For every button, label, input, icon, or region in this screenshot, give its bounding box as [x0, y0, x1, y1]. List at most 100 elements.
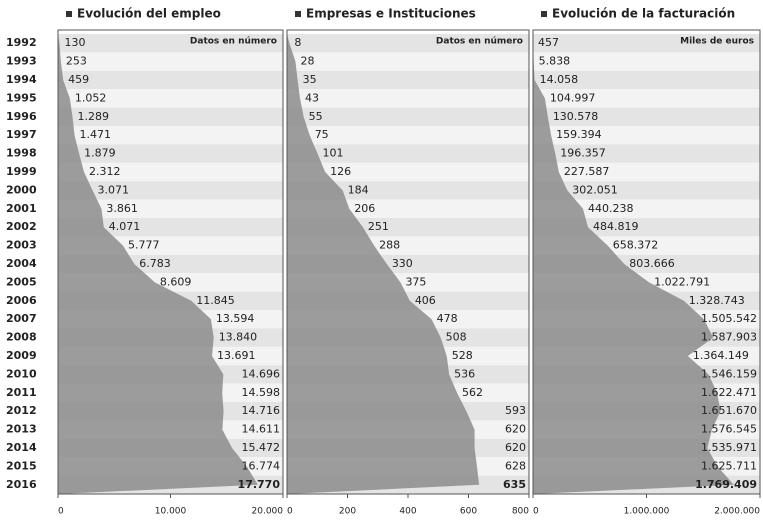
- x-tick-label: 10.000: [155, 507, 187, 517]
- value-label: 593: [505, 404, 526, 417]
- value-label: 5.838: [539, 55, 571, 68]
- value-label: 5.777: [128, 239, 159, 252]
- value-label: 251: [368, 220, 389, 233]
- row-stripe: [287, 107, 529, 126]
- value-label: 14.716: [242, 404, 281, 417]
- row-stripe: [287, 70, 529, 90]
- value-label: 104.997: [550, 91, 596, 104]
- row-stripe: [58, 70, 283, 90]
- value-label: 75: [315, 128, 329, 141]
- row-stripe: [533, 181, 760, 200]
- value-label: 8: [294, 36, 301, 49]
- value-label: 55: [309, 110, 323, 123]
- value-label: 4.071: [109, 220, 141, 233]
- year-label: 2005: [6, 275, 37, 288]
- x-tick-label: 0: [58, 507, 64, 517]
- row-stripe: [533, 70, 760, 90]
- value-label: 11.845: [196, 294, 235, 307]
- value-label: 227.587: [564, 165, 610, 178]
- row-stripe: [533, 144, 760, 163]
- area: [533, 34, 734, 494]
- row-stripe: [287, 34, 529, 53]
- year-label: 2013: [6, 423, 37, 436]
- x-tick-label: 2.000.000: [714, 507, 760, 517]
- value-label: 28: [300, 55, 314, 68]
- year-label: 1997: [6, 128, 37, 141]
- value-label: 528: [452, 349, 473, 362]
- year-label: 2003: [6, 239, 37, 252]
- value-label: 1.546.159: [701, 367, 757, 380]
- value-label: 620: [505, 423, 526, 436]
- value-label: 1.471: [80, 128, 112, 141]
- year-label: 1993: [6, 55, 37, 68]
- value-label: 1.505.542: [701, 312, 757, 325]
- value-label: 1.625.711: [701, 459, 757, 472]
- value-label: 101: [323, 147, 344, 160]
- year-label: 2008: [6, 331, 37, 344]
- row-stripe: [287, 126, 529, 145]
- annotation: Datos en número: [436, 37, 523, 47]
- value-label: 330: [392, 257, 413, 270]
- value-label: 1.769.409: [695, 478, 757, 491]
- value-label: 16.774: [242, 459, 281, 472]
- value-label: 14.696: [242, 367, 281, 380]
- value-label: 628: [505, 459, 526, 472]
- value-label: 15.472: [242, 441, 281, 454]
- value-label: 508: [446, 331, 467, 344]
- value-label: 562: [462, 386, 483, 399]
- value-label: 1.289: [78, 110, 110, 123]
- year-label: 1992: [6, 36, 37, 49]
- row-stripe: [287, 52, 529, 71]
- area: [287, 34, 480, 494]
- row-stripe: [533, 89, 760, 108]
- row-stripe: [58, 126, 283, 145]
- year-label: 1999: [6, 165, 37, 178]
- value-label: 1.879: [84, 147, 116, 160]
- panel-title: Empresas e Instituciones: [306, 7, 476, 21]
- value-label: 206: [354, 202, 375, 215]
- value-label: 8.609: [160, 275, 192, 288]
- year-label: 2015: [6, 459, 37, 472]
- year-label: 2012: [6, 404, 37, 417]
- value-label: 126: [330, 165, 351, 178]
- value-label: 6.783: [139, 257, 171, 270]
- row-stripe: [58, 34, 283, 53]
- year-label: 2009: [6, 349, 37, 362]
- row-stripe: [58, 144, 283, 163]
- title-marker: [541, 11, 547, 17]
- value-label: 803.666: [629, 257, 675, 270]
- x-tick-label: 0: [533, 507, 539, 517]
- year-label: 2002: [6, 220, 37, 233]
- value-label: 13.691: [217, 349, 256, 362]
- x-tick-label: 20.000: [252, 507, 284, 517]
- value-label: 620: [505, 441, 526, 454]
- value-label: 1.587.903: [701, 331, 757, 344]
- row-stripe: [533, 199, 760, 218]
- value-label: 2.312: [89, 165, 121, 178]
- value-label: 3.861: [106, 202, 138, 215]
- x-tick-label: 600: [460, 507, 477, 517]
- year-label: 2000: [6, 183, 37, 196]
- value-label: 375: [405, 275, 426, 288]
- value-label: 130.578: [553, 110, 599, 123]
- x-tick-label: 1.000.000: [624, 507, 670, 517]
- value-label: 457: [538, 36, 559, 49]
- value-label: 1.535.971: [701, 441, 757, 454]
- value-label: 3.071: [98, 183, 130, 196]
- value-label: 14.598: [242, 386, 281, 399]
- x-tick-label: 800: [512, 507, 529, 517]
- value-label: 13.840: [219, 331, 258, 344]
- year-label: 1995: [6, 91, 37, 104]
- value-label: 184: [348, 183, 369, 196]
- panel-title: Evolución de la facturación: [552, 7, 735, 21]
- year-label: 1994: [6, 73, 37, 86]
- value-label: 1.052: [75, 91, 107, 104]
- value-label: 288: [379, 239, 400, 252]
- value-label: 17.770: [238, 478, 281, 491]
- value-label: 406: [415, 294, 436, 307]
- year-label: 1996: [6, 110, 37, 123]
- value-label: 43: [305, 91, 319, 104]
- row-stripe: [533, 107, 760, 126]
- x-tick-label: 400: [399, 507, 416, 517]
